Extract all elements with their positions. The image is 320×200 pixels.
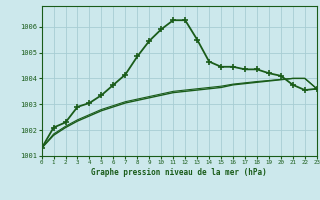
X-axis label: Graphe pression niveau de la mer (hPa): Graphe pression niveau de la mer (hPa) [91, 168, 267, 177]
